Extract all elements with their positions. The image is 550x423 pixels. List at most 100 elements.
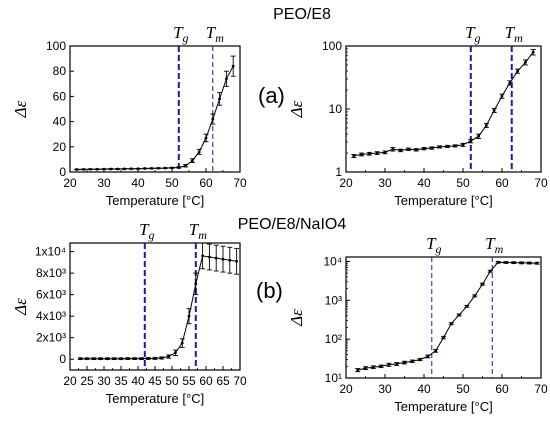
plot-frame	[69, 45, 241, 173]
x-tick-label: 70	[534, 176, 548, 190]
x-tick-label: 50	[165, 374, 179, 388]
x-tick-label: 50	[165, 176, 179, 190]
x-tick-label: 70	[233, 176, 247, 190]
data-point	[106, 357, 109, 361]
panel-tag-b: (b)	[256, 278, 283, 303]
vline-label-tg: Tg	[426, 234, 441, 256]
y-tick-label: 6x10³	[36, 288, 66, 302]
y-tick-label: 1	[335, 165, 342, 179]
data-point	[465, 304, 469, 308]
data-point	[170, 166, 174, 170]
panel-tag-a: (a)	[258, 83, 285, 108]
x-tick-label: 65	[216, 374, 230, 388]
vline-label-tm: Tm	[189, 220, 207, 242]
data-point	[129, 167, 133, 171]
data-point	[356, 368, 360, 372]
x-tick-label: 45	[148, 374, 162, 388]
plot-bottom-right: 20 30 40 50 60 70 10¹ 10² 10³ 10⁴ Temperature [°C]…	[287, 234, 548, 414]
data-point	[399, 149, 402, 152]
data-point	[89, 167, 92, 171]
y-tick-label: 80	[53, 64, 67, 78]
data-point	[133, 357, 137, 360]
data-point	[194, 282, 198, 286]
data-point	[430, 146, 434, 150]
data-point	[197, 150, 201, 154]
y-axis-label: Δε	[287, 100, 306, 118]
data-point	[177, 166, 181, 169]
y-tick-label: 100	[46, 39, 66, 53]
data-point	[157, 166, 160, 170]
y-tick-label: 20	[53, 140, 67, 154]
title-peo-e8: PEO/E8	[273, 6, 331, 23]
data-point	[407, 147, 410, 151]
y-axis-label: Δε	[287, 309, 306, 327]
x-tick-label: 60	[495, 382, 509, 396]
data-point	[516, 69, 519, 73]
series-line	[353, 51, 534, 157]
data-point	[184, 164, 188, 168]
data-point	[414, 148, 418, 152]
y-tick-label: 40	[53, 115, 67, 129]
data-point	[520, 261, 523, 265]
y-tick-label: 10²	[325, 332, 342, 346]
x-tick-label: 50	[456, 382, 470, 396]
y-tick-label: 1x10⁴	[35, 245, 66, 259]
data-point	[485, 123, 488, 127]
data-point	[395, 362, 399, 366]
vline-label-tg: Tg	[173, 23, 188, 45]
y-tick-label: 0	[59, 352, 66, 366]
x-tick-label: 25	[80, 374, 94, 388]
x-tick-label: 60	[495, 176, 509, 190]
data-point	[492, 109, 496, 112]
data-point	[150, 166, 154, 170]
x-tick-label: 20	[339, 176, 353, 190]
data-point	[228, 258, 232, 262]
x-tick-label: 60	[199, 374, 213, 388]
x-axis-label: Temperature [°C]	[394, 193, 492, 208]
y-tick-label: 10¹	[325, 371, 342, 385]
data-point	[461, 143, 465, 147]
data-point	[512, 261, 516, 265]
plot-frame	[345, 256, 542, 379]
x-axis-label: Temperature [°C]	[106, 193, 204, 208]
plot-bottom-left: 20 25 30 35 40 45 50 55 60 65 70 0 2x10³ 4x10³ 6x10³ 8x…	[11, 220, 247, 406]
x-tick-label: 70	[534, 382, 548, 396]
x-tick-label: 40	[417, 176, 431, 190]
x-tick-label: 30	[378, 382, 392, 396]
data-point	[109, 167, 113, 171]
vline-label-tm: Tm	[505, 23, 523, 45]
data-point	[160, 356, 164, 360]
x-tick-label: 40	[417, 382, 431, 396]
data-point	[442, 336, 445, 339]
x-axis-label: Temperature [°C]	[394, 399, 492, 414]
y-tick-label: 60	[53, 89, 67, 103]
data-point	[469, 139, 473, 143]
data-point	[119, 357, 123, 361]
data-point	[112, 357, 116, 361]
data-point	[174, 351, 177, 355]
data-point	[208, 255, 211, 259]
data-point	[136, 167, 140, 171]
data-point	[143, 167, 147, 170]
series-line	[76, 65, 234, 170]
data-point	[187, 314, 191, 318]
data-point	[85, 357, 89, 361]
data-point	[163, 166, 167, 170]
data-point	[426, 354, 430, 358]
data-point	[387, 363, 391, 367]
data-point	[418, 358, 422, 361]
y-tick-label: 10³	[325, 293, 342, 307]
data-point	[231, 64, 235, 68]
plot-frame	[69, 242, 241, 371]
vline-label-tm: Tm	[206, 23, 224, 45]
data-point	[204, 136, 208, 140]
data-point	[473, 294, 477, 298]
data-point	[123, 167, 126, 171]
y-tick-label: 4x10³	[36, 309, 66, 323]
data-point	[78, 357, 82, 361]
data-point	[99, 357, 102, 361]
x-tick-label: 20	[63, 176, 77, 190]
data-point	[360, 153, 363, 156]
x-tick-label: 35	[114, 374, 128, 388]
